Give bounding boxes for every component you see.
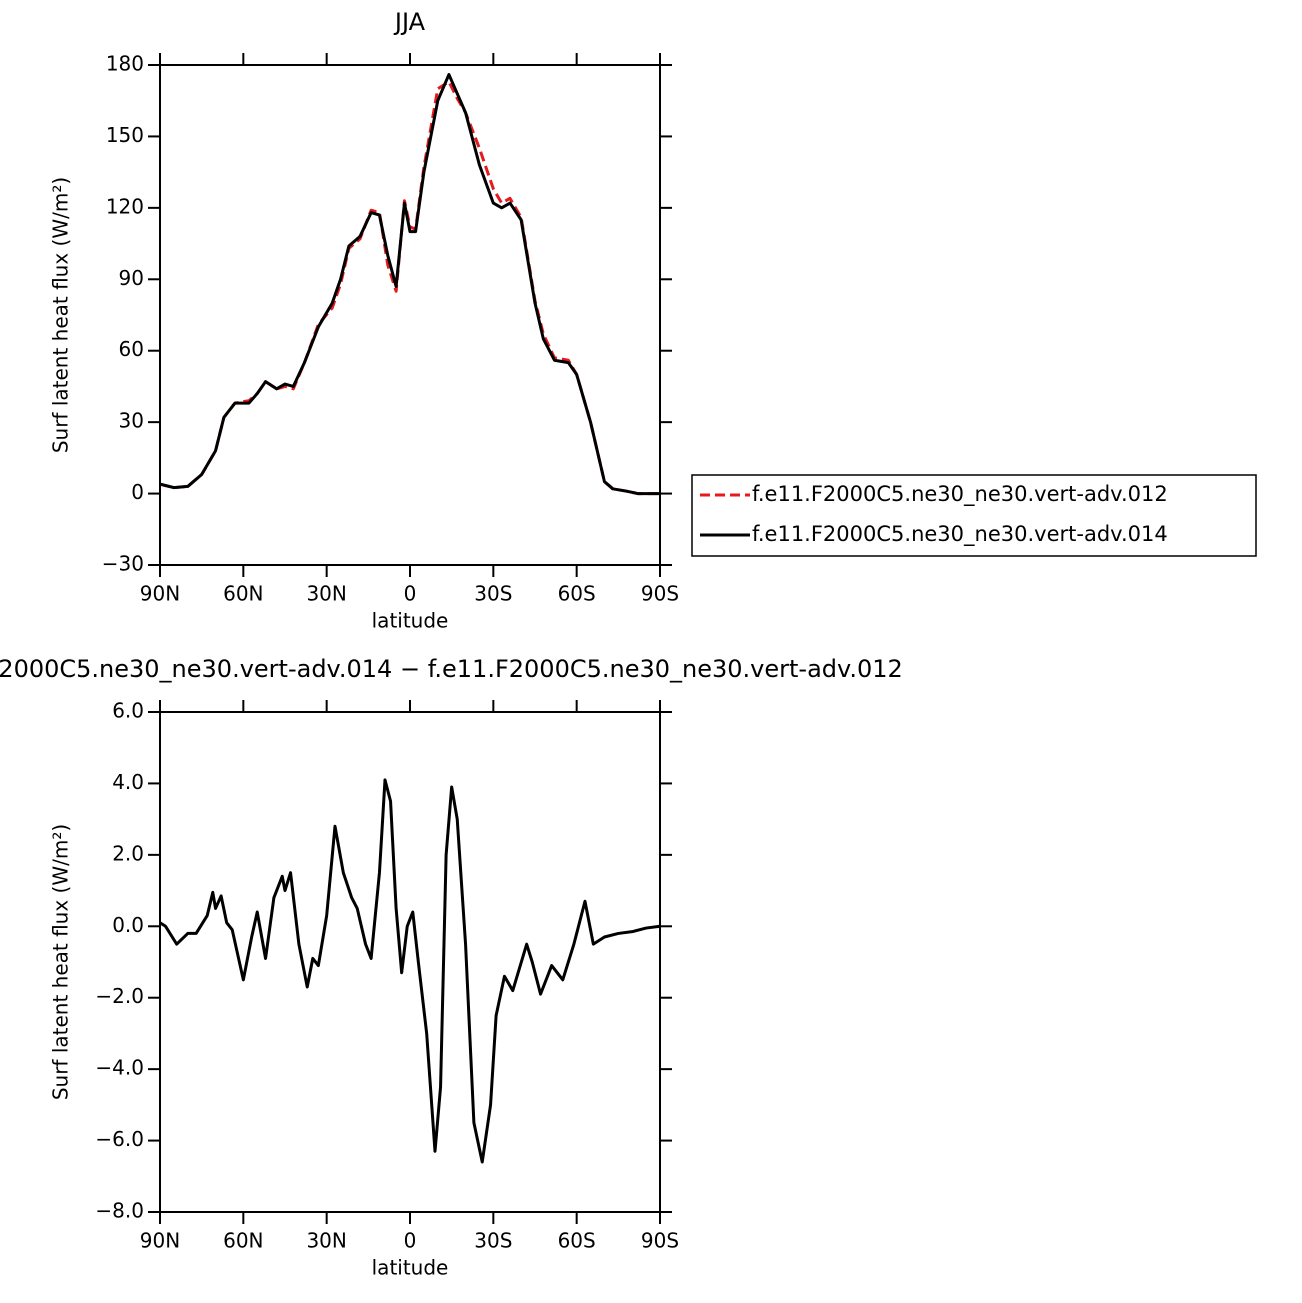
x-tick-label: 60S bbox=[558, 582, 596, 606]
x-tick-label: 0 bbox=[404, 582, 417, 606]
x-tick-label: 30S bbox=[474, 1229, 512, 1253]
x-tick-label: 90S bbox=[641, 1229, 679, 1253]
y-tick-label: 120 bbox=[106, 194, 144, 218]
y-axis-label: Surf latent heat flux (W/m²) bbox=[49, 824, 73, 1100]
y-axis-label: Surf latent heat flux (W/m²) bbox=[49, 177, 73, 453]
x-tick-label: 90S bbox=[641, 582, 679, 606]
legend-label: f.e11.F2000C5.ne30_ne30.vert-adv.014 bbox=[752, 522, 1168, 547]
y-tick-label: −2.0 bbox=[95, 984, 144, 1008]
x-tick-label: 60N bbox=[223, 1229, 263, 1253]
y-tick-label: −8.0 bbox=[95, 1199, 144, 1223]
x-tick-label: 30N bbox=[306, 582, 346, 606]
y-tick-label: 60 bbox=[119, 337, 144, 361]
y-tick-label: −4.0 bbox=[95, 1056, 144, 1080]
y-tick-label: 0.0 bbox=[112, 913, 144, 937]
y-tick-label: 4.0 bbox=[112, 770, 144, 794]
x-tick-label: 30N bbox=[306, 1229, 346, 1253]
y-tick-label: 0 bbox=[131, 480, 144, 504]
y-tick-label: −30 bbox=[102, 552, 144, 576]
y-tick-label: 180 bbox=[106, 52, 144, 76]
plot-frame bbox=[159, 64, 661, 566]
plot-frame bbox=[159, 711, 661, 1213]
y-tick-label: 90 bbox=[119, 266, 144, 290]
y-tick-label: 2.0 bbox=[112, 841, 144, 865]
y-tick-label: 150 bbox=[106, 123, 144, 147]
chart-title: f.e11.F2000C5.ne30_ne30.vert-adv.014 − f… bbox=[0, 655, 903, 683]
x-tick-label: 60S bbox=[558, 1229, 596, 1253]
x-tick-label: 0 bbox=[404, 1229, 417, 1253]
y-tick-label: 6.0 bbox=[112, 699, 144, 723]
x-tick-label: 60N bbox=[223, 582, 263, 606]
y-tick-label: −6.0 bbox=[95, 1127, 144, 1151]
legend-label: f.e11.F2000C5.ne30_ne30.vert-adv.012 bbox=[752, 482, 1168, 507]
data-line bbox=[159, 778, 661, 1164]
x-tick-label: 90N bbox=[140, 1229, 180, 1253]
x-tick-label: 30S bbox=[474, 582, 512, 606]
data-line bbox=[159, 73, 660, 496]
chart-title: JJA bbox=[393, 8, 426, 36]
y-tick-label: 30 bbox=[119, 409, 144, 433]
legend-box bbox=[691, 474, 1257, 557]
x-tick-label: 90N bbox=[140, 582, 180, 606]
x-axis-label: latitude bbox=[372, 609, 449, 633]
x-axis-label: latitude bbox=[372, 1256, 449, 1280]
data-line bbox=[159, 80, 660, 496]
